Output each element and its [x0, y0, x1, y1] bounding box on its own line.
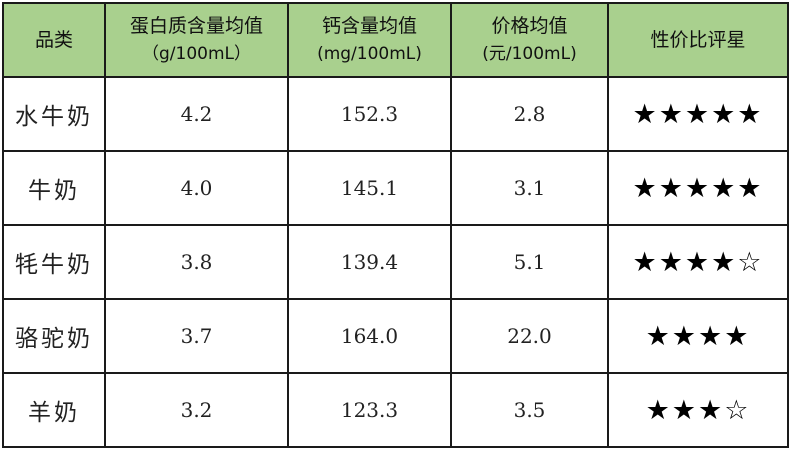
header-category: 品类 [2, 2, 106, 78]
cell-category: 牦牛奶 [2, 224, 106, 300]
header-title: 蛋白质含量均值 [129, 15, 263, 37]
header-unit: (元/100mL) [482, 44, 577, 64]
header-unit: (mg/100mL) [317, 44, 422, 64]
header-title: 品类 [34, 29, 73, 51]
table-row: 骆驼奶 3.7 164.0 22.0 ★★★★ [2, 298, 789, 374]
cell-calcium: 164.0 [287, 298, 452, 374]
table-row: 牦牛奶 3.8 139.4 5.1 ★★★★☆ [2, 224, 789, 300]
table-row: 羊奶 3.2 123.3 3.5 ★★★☆ [2, 372, 789, 448]
cell-price: 3.5 [450, 372, 609, 448]
cell-calcium: 139.4 [287, 224, 452, 300]
header-price: 价格均值 (元/100mL) [450, 2, 609, 78]
cell-price: 5.1 [450, 224, 609, 300]
cell-price: 22.0 [450, 298, 609, 374]
header-title: 钙含量均值 [321, 15, 417, 37]
cell-protein: 3.2 [104, 372, 289, 448]
cell-calcium: 123.3 [287, 372, 452, 448]
header-protein: 蛋白质含量均值 （g/100mL） [104, 2, 289, 78]
star-rating: ★★★☆ [607, 372, 789, 448]
cell-protein: 3.7 [104, 298, 289, 374]
table-row: 牛奶 4.0 145.1 3.1 ★★★★★ [2, 150, 789, 226]
header-rating: 性价比评星 [607, 2, 789, 78]
star-rating: ★★★★★ [607, 150, 789, 226]
header-calcium: 钙含量均值 (mg/100mL) [287, 2, 452, 78]
cell-category: 羊奶 [2, 372, 106, 448]
cell-calcium: 152.3 [287, 76, 452, 152]
star-rating: ★★★★☆ [607, 224, 789, 300]
cell-protein: 4.0 [104, 150, 289, 226]
cell-protein: 3.8 [104, 224, 289, 300]
cell-price: 3.1 [450, 150, 609, 226]
header-row: 品类 蛋白质含量均值 （g/100mL） 钙含量均值 (mg/100mL) 价格均值… [2, 2, 789, 78]
table-row: 水牛奶 4.2 152.3 2.8 ★★★★★ [2, 76, 789, 152]
cell-protein: 4.2 [104, 76, 289, 152]
milk-comparison-table: 品类 蛋白质含量均值 （g/100mL） 钙含量均值 (mg/100mL) 价格均值… [2, 2, 789, 448]
header-title: 价格均值 [491, 15, 568, 37]
cell-category: 水牛奶 [2, 76, 106, 152]
star-rating: ★★★★ [607, 298, 789, 374]
star-rating: ★★★★★ [607, 76, 789, 152]
cell-price: 2.8 [450, 76, 609, 152]
cell-category: 骆驼奶 [2, 298, 106, 374]
header-title: 性价比评星 [650, 29, 746, 51]
cell-category: 牛奶 [2, 150, 106, 226]
header-unit: （g/100mL） [142, 44, 251, 64]
cell-calcium: 145.1 [287, 150, 452, 226]
